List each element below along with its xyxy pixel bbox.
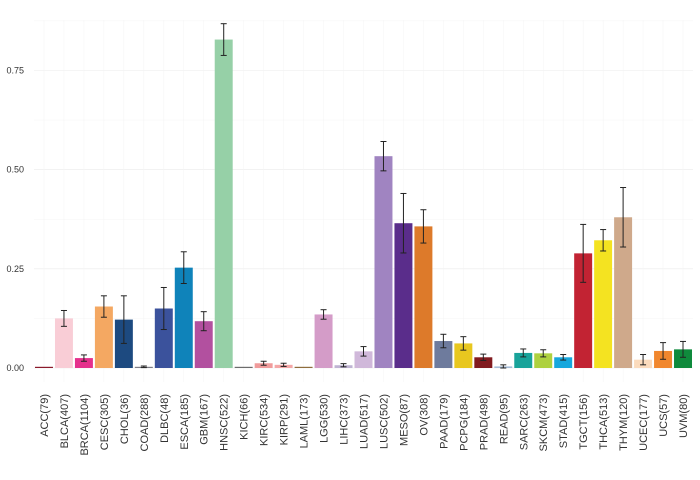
bar-skcm — [534, 353, 553, 368]
x-tick-label: PAAD(179) — [438, 394, 450, 449]
bar-gbm — [194, 321, 213, 368]
error-bar — [280, 362, 287, 367]
bar-luad — [354, 351, 373, 368]
error-bar — [360, 346, 367, 357]
x-tick-label: LUAD(517) — [359, 394, 371, 449]
x-tick-label: KIRP(291) — [279, 394, 291, 445]
x-tick-label: MESO(87) — [398, 394, 410, 446]
x-tick-label: UCS(57) — [658, 394, 670, 437]
bar-esca — [174, 267, 193, 368]
bar-dlbc — [154, 308, 173, 368]
y-tick-label: 0.25 — [6, 264, 24, 274]
x-tick-label: PCPG(184) — [458, 394, 470, 451]
bar-kich — [234, 366, 253, 368]
bar-cesc — [94, 306, 113, 368]
error-bar — [560, 354, 567, 361]
x-tick-label: UVM(80) — [678, 394, 690, 438]
bar-pcpg — [454, 343, 473, 368]
error-bar — [140, 365, 147, 369]
bar-ov — [414, 226, 433, 368]
error-bar — [80, 354, 87, 362]
bar-prad — [474, 357, 493, 368]
error-bar — [420, 209, 427, 244]
x-tick-label: SARC(263) — [518, 394, 530, 450]
error-bar — [160, 286, 167, 331]
bar-hnsc — [214, 39, 233, 369]
error-bar — [60, 309, 67, 327]
x-tick-label: GBM(167) — [199, 394, 211, 445]
bar-sarc — [514, 352, 533, 368]
bar-uvm — [674, 349, 693, 368]
error-bar — [320, 309, 327, 320]
error-bar — [380, 141, 387, 172]
error-bar — [500, 364, 507, 369]
x-tick-label: STAD(415) — [558, 394, 570, 448]
y-axis-ticks: 0.00 0.25 0.50 0.75 — [6, 66, 24, 374]
error-bar — [440, 333, 447, 349]
x-tick-label: LIHC(373) — [339, 394, 351, 445]
error-bar — [680, 340, 687, 358]
x-tick-label: THCA(513) — [598, 394, 610, 450]
bar-blca — [54, 318, 73, 368]
x-tick-label: PRAD(498) — [478, 394, 490, 450]
bar-stad — [554, 357, 573, 368]
bar-paad — [434, 341, 453, 368]
error-bar — [260, 360, 267, 366]
error-bar — [520, 348, 527, 358]
x-tick-label: SKCM(473) — [538, 394, 550, 451]
bar-lusc — [374, 156, 393, 368]
x-tick-label: LUSC(502) — [378, 394, 390, 449]
x-tick-label: KIRC(534) — [259, 394, 271, 446]
error-bar — [100, 295, 107, 318]
y-tick-label: 0.75 — [6, 66, 24, 76]
error-bar — [340, 363, 347, 368]
bar-acc — [34, 366, 53, 368]
bar-brca — [74, 358, 93, 368]
x-tick-label: CHOL(36) — [119, 394, 131, 444]
error-bar — [600, 229, 607, 252]
x-tick-label: LAML(173) — [299, 394, 311, 448]
x-axis-labels: ACC(79) BLCA(407) BRCA(1104) CESC(305) CHOL(… — [39, 394, 690, 456]
error-bar — [220, 23, 227, 56]
x-tick-label: ESCA(185) — [179, 394, 191, 450]
y-tick-label: 0.00 — [6, 363, 24, 373]
x-tick-label: ACC(79) — [39, 394, 51, 437]
x-tick-label: OV(308) — [418, 394, 430, 436]
error-bars — [60, 23, 687, 369]
error-bar — [580, 223, 587, 283]
y-tick-label: 0.50 — [6, 165, 24, 175]
bar-tgct — [574, 253, 593, 368]
x-tick-label: BLCA(407) — [59, 394, 71, 448]
x-tick-label: KICH(66) — [239, 394, 251, 440]
error-bar — [480, 353, 487, 361]
bar-thym — [614, 217, 633, 368]
bar-laml — [294, 366, 313, 368]
error-bar — [120, 295, 127, 344]
x-tick-label: LGG(530) — [319, 394, 331, 443]
bars — [34, 39, 693, 369]
error-bar — [180, 251, 187, 285]
x-tick-label: TGCT(156) — [578, 394, 590, 450]
error-bar — [640, 354, 647, 366]
x-tick-label: HNSC(522) — [219, 394, 231, 451]
x-tick-label: UCEC(177) — [638, 394, 650, 451]
x-tick-label: DLBC(48) — [159, 394, 171, 443]
error-bar — [460, 336, 467, 351]
error-bar — [660, 342, 667, 360]
x-tick-label: BRCA(1104) — [79, 394, 91, 456]
error-bar — [400, 192, 407, 254]
x-tick-label: COAD(288) — [139, 394, 151, 451]
bar-lgg — [314, 314, 333, 368]
error-bar — [200, 311, 207, 332]
bar-thca — [594, 240, 613, 368]
error-bar — [540, 349, 547, 358]
x-tick-label: READ(95) — [498, 394, 510, 444]
error-bar — [620, 187, 627, 248]
x-tick-label: CESC(305) — [99, 394, 111, 450]
bar-meso — [394, 223, 413, 368]
x-tick-label: THYM(120) — [618, 394, 630, 451]
